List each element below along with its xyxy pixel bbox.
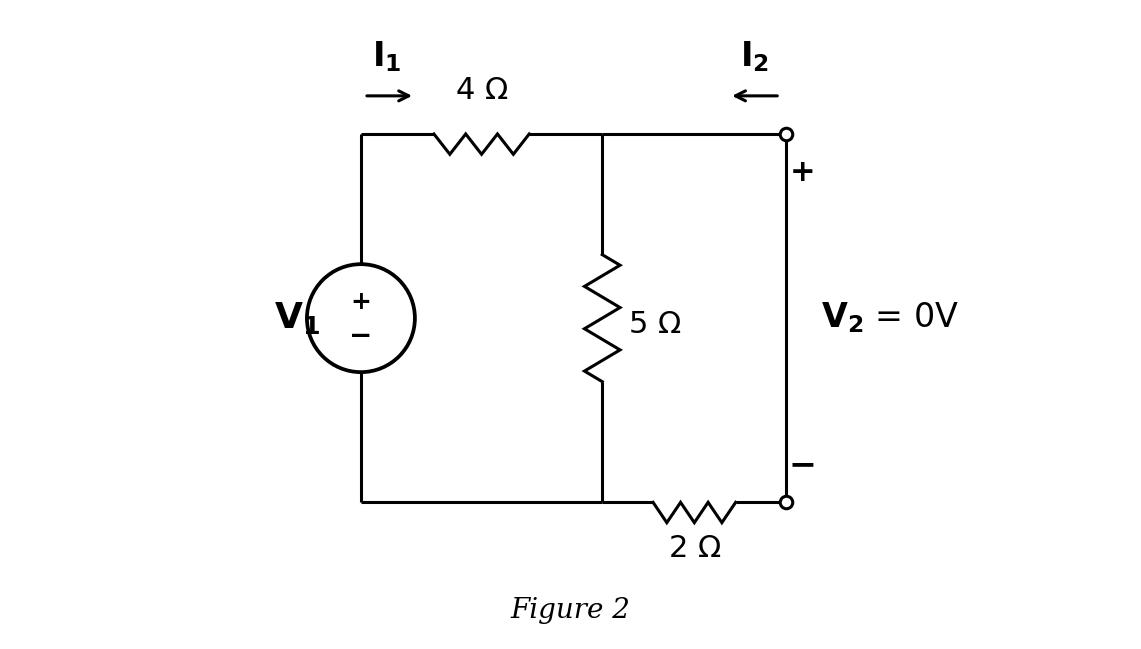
Text: 2 $\Omega$: 2 $\Omega$: [667, 534, 721, 563]
Text: 4 $\Omega$: 4 $\Omega$: [455, 77, 508, 105]
Text: $\mathbf{V_1}$: $\mathbf{V_1}$: [274, 300, 321, 336]
Text: +: +: [350, 290, 371, 314]
Text: 5 $\Omega$: 5 $\Omega$: [628, 310, 681, 339]
Text: +: +: [790, 158, 815, 186]
Text: −: −: [788, 448, 816, 481]
Text: $\mathbf{V_2}$ = 0V: $\mathbf{V_2}$ = 0V: [822, 300, 960, 336]
Text: −: −: [349, 322, 373, 350]
Text: $\mathbf{I_2}$: $\mathbf{I_2}$: [741, 39, 769, 73]
Text: $\mathbf{I_1}$: $\mathbf{I_1}$: [372, 39, 400, 73]
Text: Figure 2: Figure 2: [510, 597, 631, 624]
